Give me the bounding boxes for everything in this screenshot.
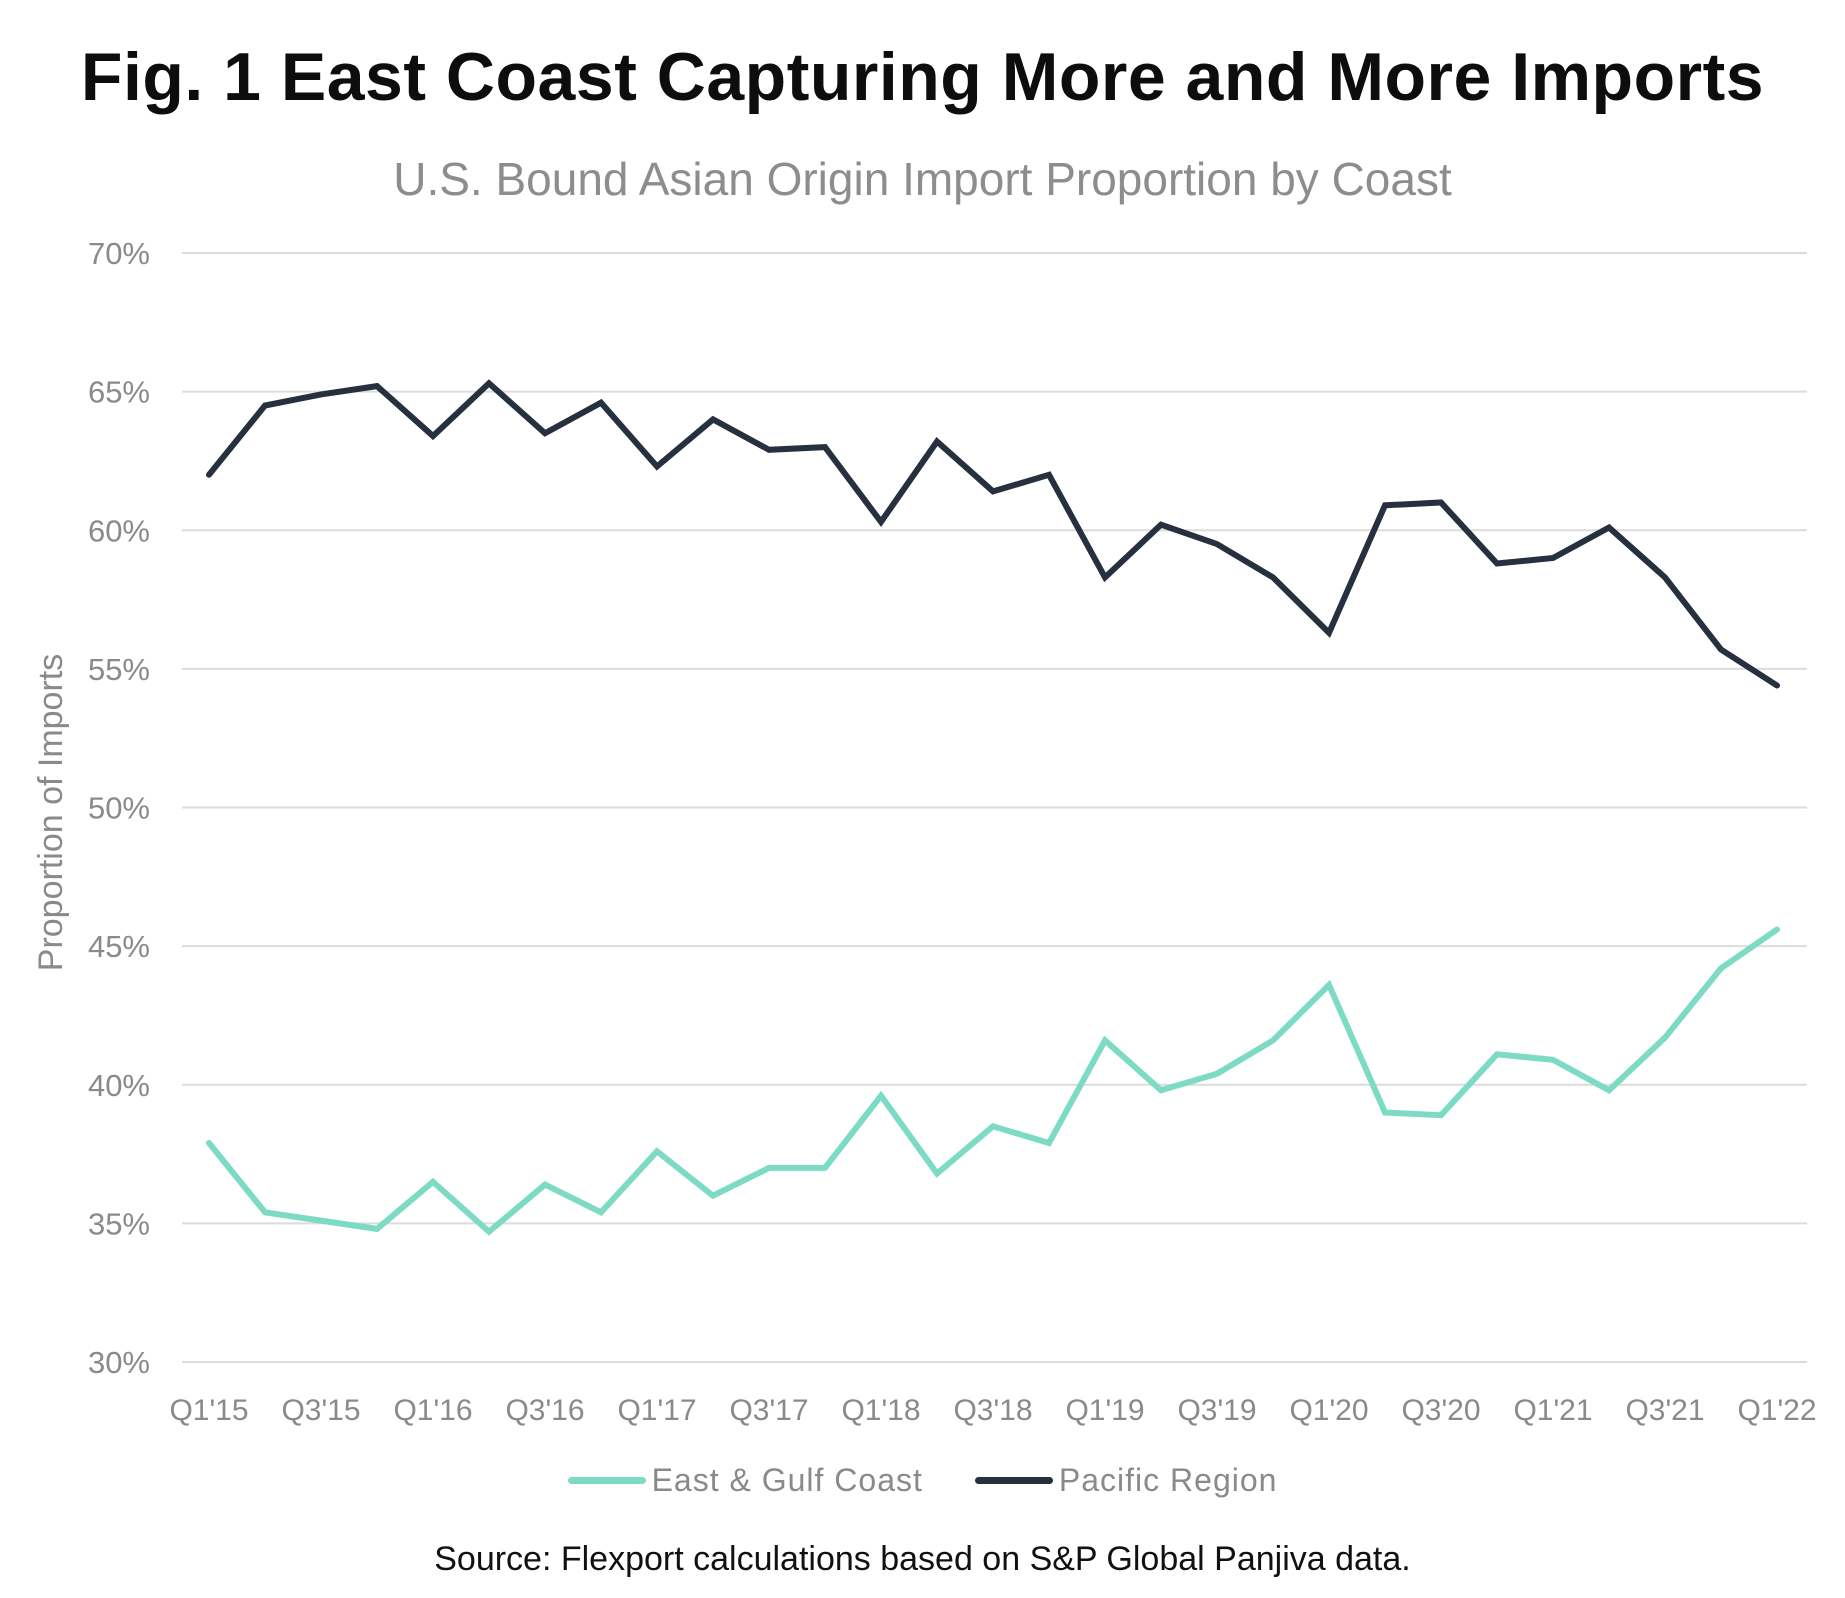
chart-subtitle: U.S. Bound Asian Origin Import Proportio… bbox=[393, 153, 1452, 205]
x-tick-label: Q3'15 bbox=[281, 1394, 360, 1427]
x-tick-label: Q3'16 bbox=[505, 1394, 584, 1427]
legend-item-pacific: Pacific Region bbox=[974, 1462, 1278, 1499]
x-axis-ticks: Q1'15 Q3'15 Q1'16 Q3'16 Q1'17 Q3'17 Q1'18 Q3'18… bbox=[169, 1394, 1816, 1427]
x-tick-label: Q1'19 bbox=[1065, 1394, 1144, 1427]
y-tick-label: 70% bbox=[88, 236, 150, 271]
y-tick-label: 65% bbox=[88, 375, 150, 410]
legend: East & Gulf Coast Pacific Region bbox=[0, 1462, 1845, 1499]
x-tick-label: Q1'21 bbox=[1513, 1394, 1592, 1427]
x-tick-label: Q3'19 bbox=[1177, 1394, 1256, 1427]
y-axis-ticks: 30% 35% 40% 45% 50% 55% 60% 65% 70% bbox=[88, 236, 150, 1380]
series-line-pacific bbox=[206, 379, 1780, 689]
legend-swatch-pacific bbox=[974, 1477, 1053, 1484]
x-tick-label: Q1'22 bbox=[1737, 1394, 1816, 1427]
gridlines bbox=[182, 252, 1807, 1363]
y-tick-label: 40% bbox=[88, 1068, 150, 1103]
y-tick-label: 60% bbox=[88, 513, 150, 548]
legend-item-east-gulf: East & Gulf Coast bbox=[567, 1462, 923, 1499]
x-tick-label: Q1'15 bbox=[169, 1394, 248, 1427]
x-tick-label: Q3'21 bbox=[1625, 1394, 1704, 1427]
y-tick-label: 30% bbox=[88, 1345, 150, 1380]
x-tick-label: Q1'20 bbox=[1289, 1394, 1368, 1427]
y-tick-label: 45% bbox=[88, 929, 150, 964]
legend-swatch-east-gulf bbox=[567, 1477, 646, 1484]
source-note: Source: Flexport calculations based on S… bbox=[434, 1540, 1411, 1578]
y-axis-label: Proportion of Imports bbox=[32, 654, 70, 971]
series-line-east-gulf bbox=[206, 926, 1780, 1236]
y-tick-label: 55% bbox=[88, 652, 150, 687]
legend-label-east-gulf: East & Gulf Coast bbox=[651, 1462, 923, 1498]
chart-title: Fig. 1 East Coast Capturing More and Mor… bbox=[80, 39, 1765, 115]
legend-label-pacific: Pacific Region bbox=[1058, 1462, 1278, 1498]
x-tick-label: Q1'18 bbox=[841, 1394, 920, 1427]
x-tick-label: Q1'17 bbox=[617, 1394, 696, 1427]
series-lines bbox=[206, 379, 1780, 1236]
y-tick-label: 50% bbox=[88, 791, 150, 826]
x-tick-label: Q3'18 bbox=[953, 1394, 1032, 1427]
x-tick-label: Q3'20 bbox=[1401, 1394, 1480, 1427]
x-tick-label: Q3'17 bbox=[729, 1394, 808, 1427]
x-tick-label: Q1'16 bbox=[393, 1394, 472, 1427]
y-tick-label: 35% bbox=[88, 1206, 150, 1241]
